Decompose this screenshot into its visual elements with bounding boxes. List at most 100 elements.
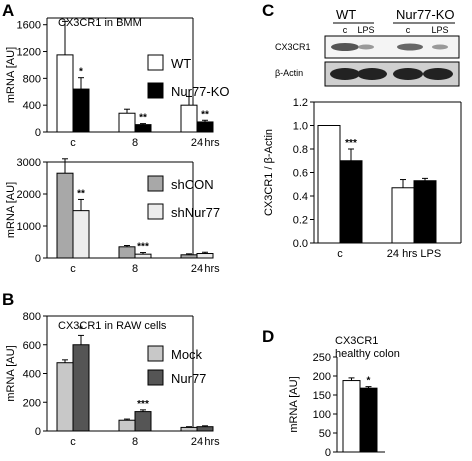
y-tick-label: 200 [313,371,331,383]
chart-title: CX3CR1 in BMM [58,17,142,29]
y-tick-label: 0 [35,253,41,265]
bar [339,160,363,244]
bar [56,362,74,432]
bar [342,380,361,453]
y-tick-label: 150 [313,390,331,402]
chart-title: CX3CR1 [335,335,378,347]
bar [180,254,198,259]
band-actin-1 [330,68,360,80]
bar [134,253,152,259]
chart-cx3cr1-bmm: CX3CR1 in BMM 0 400 800 1200 1600 mRNA [AU] c 8 2… [5,17,230,149]
blot-group-wt: WT [336,7,356,22]
legend-label: shCON [171,177,214,192]
band-actin-2 [357,68,387,80]
bar [196,121,214,133]
x-tick-label: 24 [191,137,203,149]
legend-swatch [147,369,164,386]
y-tick-label: 400 [23,369,41,381]
significance-marker: *** [137,242,149,253]
bar [180,426,198,432]
significance-marker: ** [139,113,147,124]
y-tick-label: 0.4 [293,191,308,203]
y-tick-label: 100 [313,409,331,421]
significance-marker: * [367,376,371,387]
legend-swatch [147,82,164,99]
bar [72,88,90,133]
y-tick-label: 600 [23,340,41,352]
x-tick-label: 8 [132,263,138,275]
bar [180,104,198,133]
y-tick-label: 250 [313,352,331,364]
panel-label-a: A [2,1,14,20]
x-unit-label: hrs [204,137,220,149]
panel-label-b: B [2,290,14,309]
significance-marker: ** [77,188,85,199]
bar [413,180,437,244]
x-tick-label: 24 [191,436,203,448]
blot-strip-cx3cr1 [324,35,460,59]
y-tick-label: 1.0 [293,121,308,133]
y-tick-label: 0.8 [293,144,308,156]
bar [72,344,90,432]
bar [317,125,341,244]
band-cx3cr1-wt-lps [358,44,374,50]
chart-title: CX3CR1 in RAW cells [58,320,167,332]
y-tick-label: 0.0 [293,238,308,250]
x-tick-label: c [70,436,76,448]
y-tick-label: 400 [23,100,41,112]
blot-group-ko: Nur77-KO [396,7,455,22]
bar [118,112,136,133]
panel-label-c: C [262,1,274,20]
bar [56,54,74,133]
y-axis-label: mRNA [AU] [5,182,17,238]
bar [56,172,74,259]
band-cx3cr1-wt-c [331,43,359,51]
bar [118,246,136,259]
y-tick-label: 1600 [17,20,41,32]
legend-swatch [147,345,164,362]
blot-lane-3: c [406,25,411,35]
y-tick-label: 1000 [17,221,41,233]
y-axis-label: mRNA [AU] [5,47,17,103]
blot-lane-1: c [343,25,348,35]
blot-row-cx3cr1: CX3CR1 [275,42,311,52]
y-tick-label: 800 [23,311,41,323]
y-tick-label: 0 [325,447,331,459]
y-tick-label: 1.2 [293,97,308,109]
y-tick-label: 1200 [17,47,41,59]
panel-label-d: D [262,327,274,346]
legend-label: Nur77 [171,371,206,386]
y-tick-label: 0 [35,426,41,438]
legend-label: Nur77-KO [171,84,230,99]
band-cx3cr1-ko-lps [432,44,448,50]
bar [359,387,378,453]
x-tick-label: 24 hrs LPS [387,248,441,260]
significance-marker: *** [137,399,149,410]
chart-blot-quantification: 0.0 0.2 0.4 0.6 0.8 1.0 1.2 CX3CR1 / β-Actin c 24… [263,97,462,260]
x-tick-label: c [337,248,343,260]
legend-swatch [147,54,164,71]
western-blot: WT Nur77-KO c LPS c LPS CX3CR1 β-Actin [275,7,460,87]
blot-lane-2: LPS [357,25,374,35]
significance-marker: * [79,324,83,335]
y-axis-label: CX3CR1 / β-Actin [263,129,275,216]
chart-raw-cells: CX3CR1 in RAW cells 0 200 400 600 800 mRNA [AU… [5,311,220,448]
y-tick-label: 200 [23,397,41,409]
x-unit-label: hrs [204,436,220,448]
x-tick-label: 24 [191,263,203,275]
y-tick-label: 0 [35,127,41,139]
bar [72,210,90,259]
y-tick-label: 800 [23,73,41,85]
legend-label: Mock [171,347,203,362]
y-tick-label: 50 [319,428,331,440]
bar [391,187,415,244]
significance-marker: * [79,67,83,78]
legend-swatch [147,175,164,192]
bar [118,419,136,432]
y-tick-label: 2000 [17,189,41,201]
legend-swatch [147,203,164,220]
bar [196,426,214,432]
x-tick-label: 8 [132,137,138,149]
